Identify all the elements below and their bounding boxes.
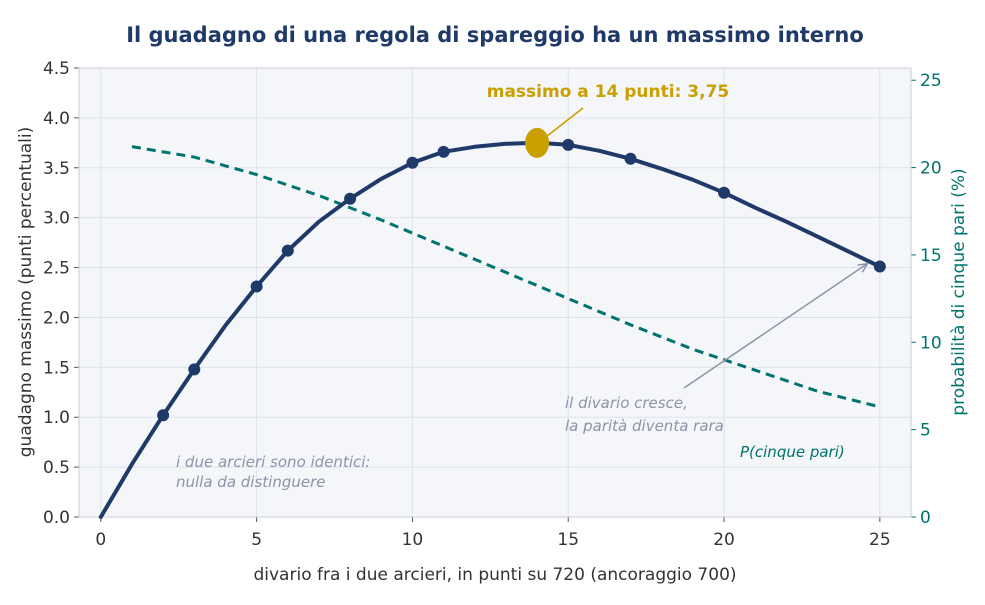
divide-annotation-arrowhead [857,262,869,273]
max-gain-point [344,192,357,205]
max-gain-point [437,145,450,158]
divide-annotation-line1: il divario cresce, [565,394,688,412]
y-left-tick-label: 4.0 [43,109,70,129]
max-gain-point [281,244,294,257]
max-gain-point [188,363,201,376]
y-right-tick-label: 15 [920,246,942,266]
max-gain-line [98,140,882,519]
max-gain-point [562,138,575,151]
y-left-tick-label: 1.5 [43,358,70,378]
chart-title: Il guadagno di una regola di spareggio h… [126,23,864,47]
plot-area [79,68,911,517]
p-five-ties-line [131,145,881,409]
identical-annotation-line1: i due arcieri sono identici: [176,453,370,471]
p-five-ties-series-label: P(cinque pari) [740,443,845,461]
y-left-tick-label: 1.0 [43,408,70,428]
x-tick-label: 10 [402,530,424,550]
y-left-tick-label: 0.5 [43,458,70,478]
y-left-tick-label: 2.0 [43,308,70,328]
max-gain-point [406,156,419,169]
divide-annotation-line2: la parità diventa rara [565,417,724,435]
y-right-tick-label: 5 [920,421,931,441]
max-gain-point [624,152,637,165]
max-annotation: massimo a 14 punti: 3,75 [487,82,730,102]
x-tick-label: 0 [95,530,106,550]
x-tick-label: 5 [251,530,262,550]
y-right-tick-label: 0 [920,508,931,528]
x-tick-label: 25 [869,530,891,550]
y-axis-right-label: probabilità di cinque pari (%) [949,168,969,415]
series-layer [98,107,886,519]
max-annotation-leader [545,107,584,138]
y-left-tick-label: 3.0 [43,209,70,229]
max-gain-point [873,260,886,273]
axes: 0 5 10 15 20 25 0.0 0.5 1.0 1.5 2.0 2.5 3.0 3.5 4.0 4.5… [43,59,942,550]
x-tick-label: 20 [713,530,735,550]
y-left-tick-label: 3.5 [43,159,70,179]
y-left-tick-label: 4.5 [43,59,70,79]
max-highlight-point [525,127,550,158]
y-axis-left-label: guadagno massimo (punti percentuali) [16,127,36,458]
max-gain-point [157,409,170,422]
y-right-tick-label: 20 [920,159,942,179]
y-right-tick-label: 10 [920,333,942,353]
grid [79,67,911,518]
divide-annotation-arrow [683,263,868,389]
y-left-tick-label: 2.5 [43,259,70,279]
x-axis-label: divario fra i due arcieri, in punti su 7… [253,565,736,585]
max-gain-point [718,186,731,199]
identical-annotation-line2: nulla da distinguere [176,473,326,491]
y-left-tick-label: 0.0 [43,508,70,528]
x-tick-label: 15 [557,530,579,550]
y-right-tick-label: 25 [920,71,942,91]
max-gain-point [250,280,263,293]
plot-frame [78,67,912,518]
